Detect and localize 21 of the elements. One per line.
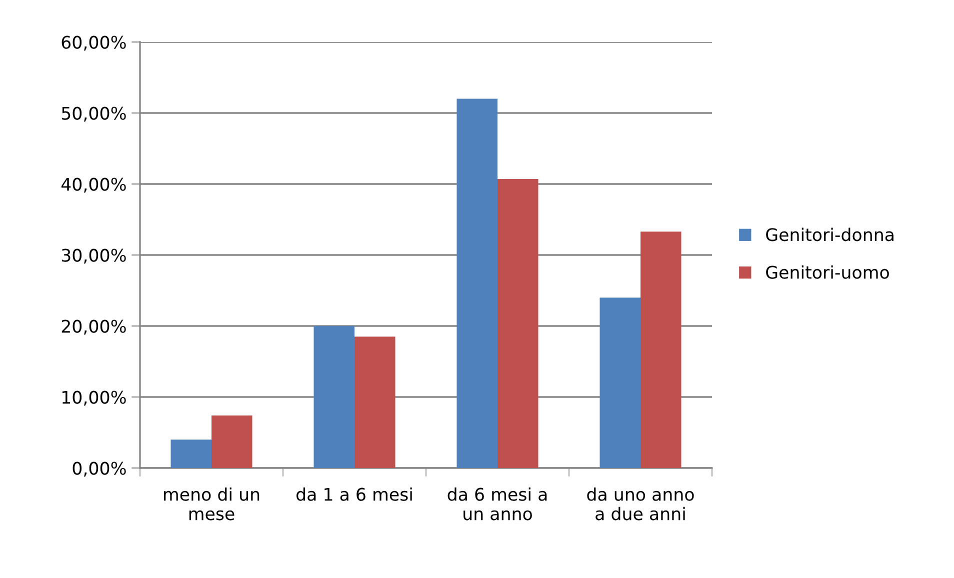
y-tick-label: 20,00% — [62, 320, 126, 335]
x-tick-label: da uno anno a due anni — [587, 487, 694, 520]
bar — [498, 179, 538, 468]
bar — [170, 440, 212, 468]
y-tick-label: 0,00% — [72, 462, 126, 477]
y-tick-label: 60,00% — [62, 36, 126, 51]
x-tick-label: meno di un mese — [164, 487, 260, 520]
bar — [456, 98, 498, 468]
bar — [600, 298, 640, 468]
bar — [212, 415, 252, 468]
y-tick-label: 50,00% — [62, 106, 126, 122]
y-tick-label: 30,00% — [62, 248, 126, 264]
x-tick-label: da 6 mesi a un anno — [448, 487, 547, 520]
bar — [314, 326, 354, 468]
bar — [640, 232, 682, 468]
x-tick-label: da 1 a 6 mesi — [296, 487, 412, 501]
legend-label: Genitori-donna — [766, 228, 894, 242]
legend-label: Genitori-uomo — [766, 265, 889, 279]
y-tick-label: 10,00% — [62, 390, 126, 406]
bar — [354, 336, 396, 468]
y-tick-label: 40,00% — [61, 178, 126, 193]
